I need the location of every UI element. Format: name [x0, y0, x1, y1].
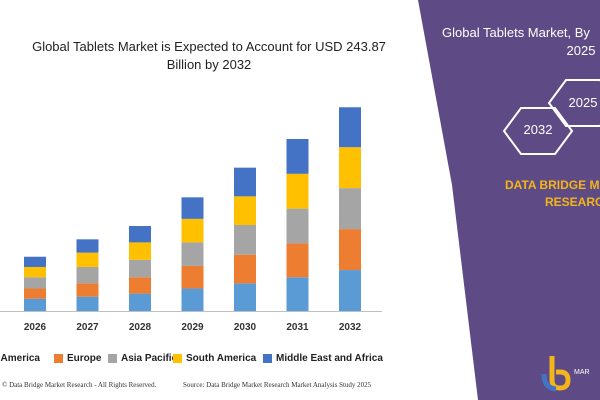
bar-2031-north-america: [286, 277, 309, 311]
bar-2026-middle-east-and-africa: [24, 256, 46, 267]
x-tick-label-2028: 2028: [129, 322, 152, 333]
bar-2026-south-america: [24, 266, 46, 278]
bar-2030-north-america: [234, 283, 256, 311]
bar-2026-north-america: [24, 298, 46, 311]
legend-item-asia-pacific: Asia Pacific: [108, 353, 177, 364]
x-tick-label-2026: 2026: [24, 322, 47, 333]
logo-icon: MAR: [541, 356, 590, 392]
bar-2027-asia-pacific: [76, 266, 99, 284]
hexagon-2032-label: 2032: [523, 122, 553, 137]
bar-2028-south-america: [129, 242, 151, 260]
legend-item-middle-east-africa: Middle East and Africa: [263, 353, 383, 364]
bar-2032-south-america: [339, 147, 361, 189]
chart-legend: n America Europe Asia Pacific South Amer…: [0, 352, 420, 368]
legend-swatch-south-america: [173, 354, 182, 363]
x-tick-label-2030: 2030: [234, 322, 257, 333]
bar-2029-middle-east-and-africa: [181, 197, 204, 219]
bar-2026-europe: [24, 288, 46, 299]
legend-item-north-america: n America: [0, 353, 40, 364]
legend-label-europe: Europe: [67, 353, 102, 364]
bar-2028-asia-pacific: [129, 259, 151, 278]
chart-title-line-1: Global Tablets Market is Expected to Acc…: [32, 39, 386, 54]
x-tick-label-2027: 2027: [76, 322, 99, 333]
bar-2026-asia-pacific: [24, 277, 46, 289]
bar-2027-south-america: [76, 252, 99, 267]
legend-label-north-america: n America: [0, 353, 40, 364]
bar-2030-asia-pacific: [234, 225, 256, 255]
legend-swatch-middle-east-africa: [263, 354, 272, 363]
hexagon-2025-label: 2025: [568, 95, 598, 110]
bar-2032-asia-pacific: [339, 188, 361, 230]
bar-2031-europe: [286, 243, 309, 278]
bar-2032-north-america: [339, 270, 361, 311]
bar-2029-south-america: [181, 218, 204, 243]
brand-line-1: DATA BRIDGE M: [505, 178, 600, 192]
bar-2029-asia-pacific: [181, 242, 204, 266]
bar-2030-middle-east-and-africa: [234, 167, 256, 197]
bar-2031-asia-pacific: [286, 208, 309, 244]
bar-2032-middle-east-and-africa: [339, 107, 361, 148]
bar-2030-europe: [234, 254, 256, 284]
bar-2027-middle-east-and-africa: [76, 239, 99, 253]
brand-name: DATA BRIDGE M RESEARC: [505, 177, 600, 211]
bar-2030-south-america: [234, 196, 256, 225]
panel-title-line-2: 2025: [566, 43, 596, 58]
chart-title-line-2: Billion by 2032: [166, 57, 252, 72]
legend-label-south-america: South America: [186, 353, 257, 364]
legend-item-south-america: South America: [173, 353, 256, 364]
bar-2028-europe: [129, 277, 151, 294]
legend-label-middle-east-africa: Middle East and Africa: [276, 353, 383, 364]
x-tick-label-2031: 2031: [286, 322, 309, 333]
legend-swatch-asia-pacific: [108, 354, 117, 363]
legend-label-asia-pacific: Asia Pacific: [121, 353, 178, 364]
company-logo: MAR: [538, 352, 600, 397]
legend-item-europe: Europe: [54, 353, 101, 364]
bar-2029-north-america: [181, 288, 204, 311]
logo-text: MAR: [574, 369, 590, 376]
source-text: Source: Data Bridge Market Research Mark…: [183, 381, 372, 389]
bar-2027-europe: [76, 283, 99, 297]
chart-title: Global Tablets Market is Expected to Acc…: [0, 38, 418, 74]
copyright-text: © Data Bridge Market Research - All Righ…: [2, 381, 157, 389]
bar-2028-middle-east-and-africa: [129, 226, 151, 243]
brand-line-2: RESEARC: [545, 195, 600, 209]
x-tick-label-2029: 2029: [181, 322, 204, 333]
bar-2028-north-america: [129, 293, 151, 311]
panel-title-line-1: Global Tablets Market, By: [442, 25, 590, 40]
bar-2032-europe: [339, 229, 361, 271]
x-tick-label-2032: 2032: [339, 322, 362, 333]
bar-2029-europe: [181, 265, 204, 289]
bar-2031-south-america: [286, 173, 309, 209]
legend-swatch-europe: [54, 354, 63, 363]
panel-title: Global Tablets Market, By 2025: [432, 24, 600, 60]
bar-2031-middle-east-and-africa: [286, 139, 309, 174]
bar-2027-north-america: [76, 296, 99, 311]
